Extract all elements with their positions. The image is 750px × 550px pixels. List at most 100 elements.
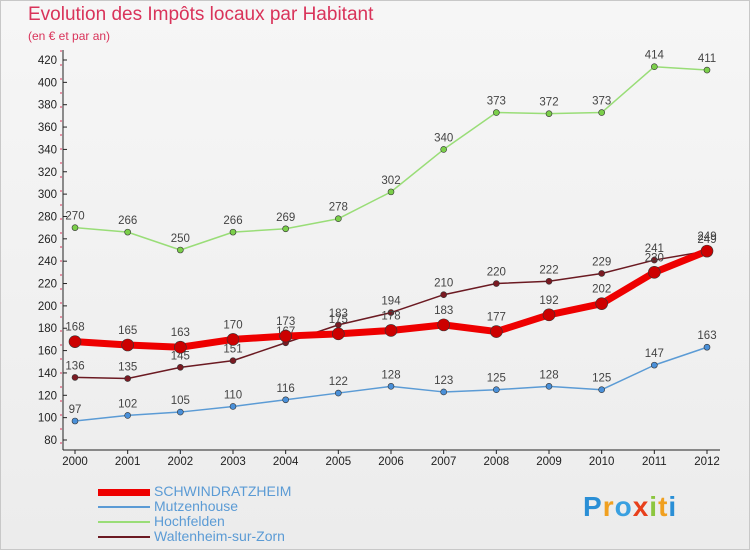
data-point-schwindratzheim	[490, 325, 503, 338]
x-tick-label: 2005	[326, 456, 352, 468]
data-point-mutzenhouse	[282, 396, 289, 404]
data-point-schwindratzheim	[174, 340, 187, 354]
legend-swatch-waltenheim	[98, 536, 150, 538]
data-label-schwindratzheim: 173	[276, 316, 295, 328]
data-point-schwindratzheim	[279, 329, 292, 343]
data-point-hochfelden	[545, 110, 553, 117]
data-point-waltenheim-sur-zorn	[387, 309, 395, 316]
y-tick-label: 220	[38, 279, 57, 291]
data-point-mutzenhouse	[545, 383, 553, 390]
data-label-waltenheim-sur-zorn: 222	[539, 264, 558, 276]
y-tick-label: 320	[38, 167, 57, 179]
data-point-hochfelden	[124, 228, 131, 236]
data-point-mutzenhouse	[598, 386, 605, 394]
data-point-mutzenhouse	[493, 386, 500, 394]
data-label-mutzenhouse: 123	[434, 375, 453, 387]
x-tick-label: 2003	[220, 456, 246, 468]
data-label-mutzenhouse: 97	[69, 404, 82, 416]
data-point-hochfelden	[651, 63, 658, 71]
data-label-mutzenhouse: 125	[592, 373, 611, 385]
data-point-schwindratzheim	[68, 335, 82, 348]
data-label-hochfelden: 372	[539, 97, 558, 109]
data-point-waltenheim-sur-zorn	[177, 364, 184, 371]
legend-label-hochfelden: Hochfelden	[154, 513, 225, 529]
y-tick-label: 280	[38, 211, 57, 223]
y-tick-label: 380	[38, 100, 57, 112]
data-label-mutzenhouse: 128	[381, 369, 400, 381]
data-point-schwindratzheim	[700, 244, 714, 258]
data-label-hochfelden: 266	[223, 215, 242, 227]
data-point-hochfelden	[493, 109, 500, 116]
data-label-waltenheim-sur-zorn: 151	[223, 344, 242, 356]
svg-text:Proxiti: Proxiti	[583, 491, 677, 522]
data-point-waltenheim-sur-zorn	[71, 374, 79, 381]
data-label-hochfelden: 278	[329, 202, 348, 214]
data-label-waltenheim-sur-zorn: 136	[65, 360, 84, 372]
y-tick-label: 240	[38, 256, 57, 268]
chart-subtitle: (en € et par an)	[28, 29, 111, 43]
data-point-schwindratzheim	[384, 324, 398, 337]
data-point-mutzenhouse	[651, 361, 658, 369]
data-label-waltenheim-sur-zorn: 135	[118, 362, 137, 374]
data-point-schwindratzheim	[542, 308, 556, 322]
data-point-hochfelden	[177, 246, 184, 254]
y-tick-label: 300	[38, 189, 57, 201]
x-tick-label: 2004	[273, 456, 299, 468]
data-label-hochfelden: 373	[592, 96, 611, 108]
data-label-schwindratzheim: 175	[329, 314, 348, 326]
legend-label-waltenheim: Waltenheim-sur-Zorn	[154, 528, 285, 544]
data-point-schwindratzheim	[332, 327, 345, 341]
data-label-schwindratzheim: 170	[223, 319, 242, 331]
data-point-waltenheim-sur-zorn	[598, 270, 605, 277]
x-tick-label: 2012	[694, 456, 720, 468]
x-tick-label: 2007	[431, 456, 457, 468]
data-point-mutzenhouse	[229, 403, 237, 410]
data-label-schwindratzheim: 168	[65, 322, 84, 334]
data-label-mutzenhouse: 125	[487, 373, 506, 385]
x-tick-label: 2000	[62, 456, 88, 468]
data-label-mutzenhouse: 122	[329, 376, 348, 388]
chart-title: Evolution des Impôts locaux par Habitant	[28, 4, 374, 25]
data-point-schwindratzheim	[121, 338, 134, 352]
y-tick-label: 80	[44, 435, 57, 447]
data-label-hochfelden: 302	[381, 175, 400, 187]
data-label-schwindratzheim: 165	[118, 325, 137, 337]
data-label-mutzenhouse: 102	[118, 398, 137, 410]
data-label-schwindratzheim: 249	[697, 231, 716, 243]
y-tick-label: 140	[38, 368, 57, 380]
data-point-hochfelden	[703, 66, 711, 74]
data-point-waltenheim-sur-zorn	[493, 280, 500, 287]
x-tick-label: 2001	[115, 456, 141, 468]
data-label-waltenheim-sur-zorn: 220	[487, 267, 506, 279]
data-point-mutzenhouse	[177, 408, 184, 416]
data-label-mutzenhouse: 128	[539, 369, 558, 381]
data-point-waltenheim-sur-zorn	[124, 375, 131, 382]
y-tick-label: 100	[38, 413, 57, 425]
data-point-waltenheim-sur-zorn	[545, 277, 553, 285]
data-point-hochfelden	[229, 228, 237, 236]
y-tick-label: 340	[38, 144, 57, 156]
data-label-waltenheim-sur-zorn: 145	[171, 350, 190, 362]
data-point-hochfelden	[440, 146, 447, 153]
data-point-mutzenhouse	[124, 412, 131, 419]
x-tick-label: 2008	[484, 456, 510, 468]
proxiti-logo: Proxiti	[583, 491, 677, 522]
data-label-hochfelden: 373	[487, 96, 506, 108]
data-label-hochfelden: 414	[645, 50, 665, 62]
data-label-mutzenhouse: 105	[171, 395, 190, 407]
x-tick-label: 2009	[536, 456, 562, 468]
data-label-waltenheim-sur-zorn: 183	[329, 308, 348, 320]
y-tick-label: 120	[38, 390, 57, 402]
data-label-hochfelden: 266	[118, 215, 137, 227]
data-point-schwindratzheim	[648, 266, 661, 279]
x-tick-label: 2010	[589, 456, 615, 468]
data-label-mutzenhouse: 116	[276, 383, 294, 395]
x-tick-label: 2011	[642, 456, 667, 468]
data-point-mutzenhouse	[335, 389, 342, 397]
data-point-hochfelden	[387, 188, 395, 196]
data-point-waltenheim-sur-zorn	[651, 256, 658, 264]
y-tick-label: 180	[38, 323, 57, 335]
y-tick-label: 360	[38, 122, 57, 134]
x-tick-label: 2006	[378, 456, 404, 468]
